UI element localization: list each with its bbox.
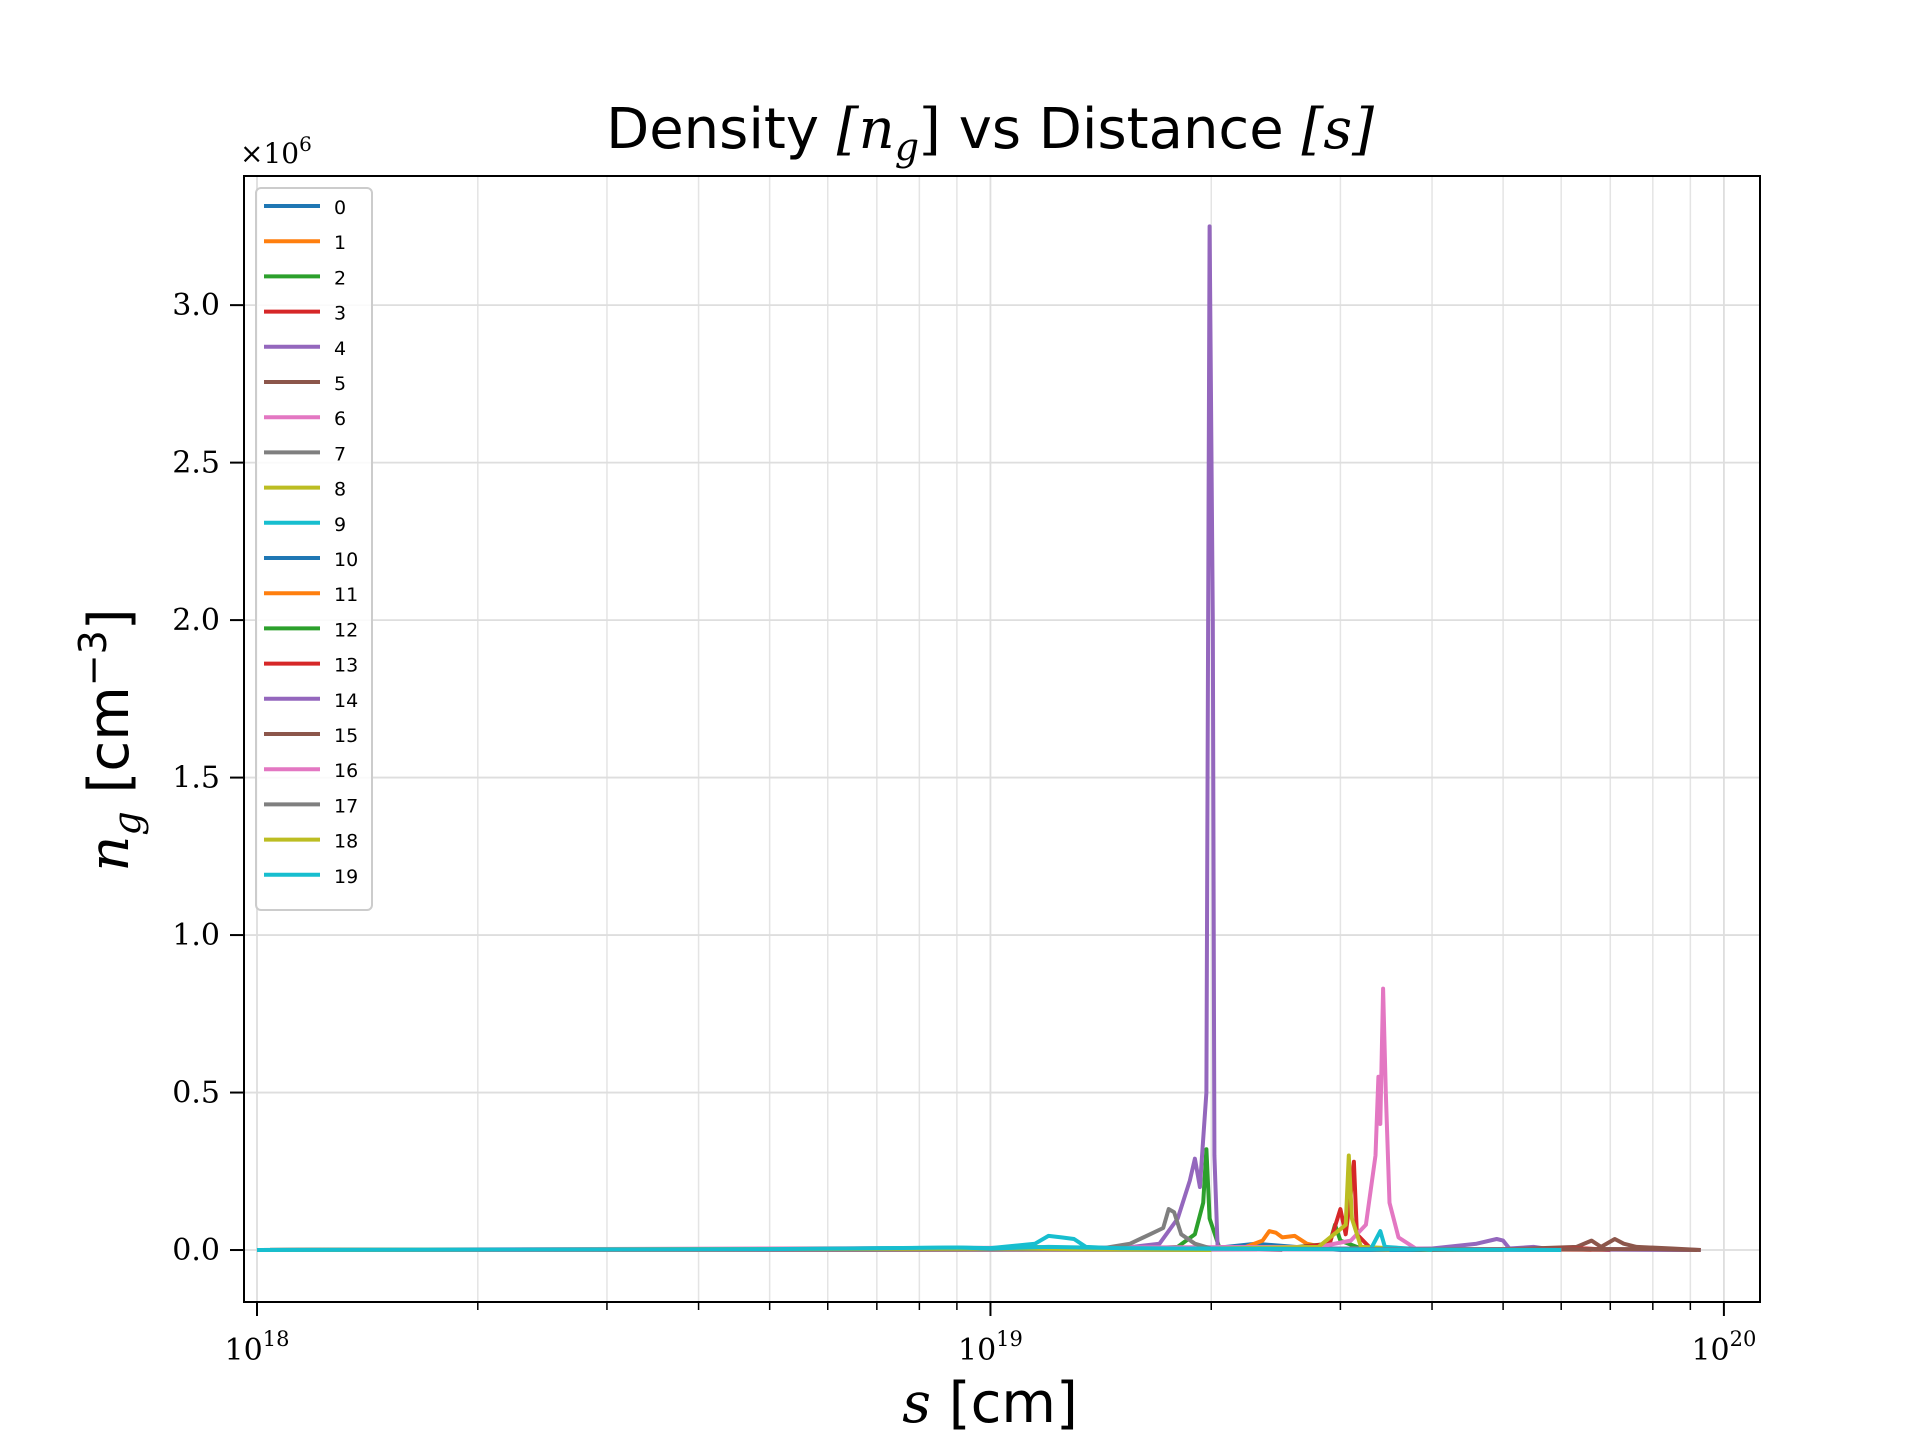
series-line-4 [256,224,1701,1252]
y-axis-label: ng [cm−3] [71,608,149,871]
legend-label-18: 18 [334,831,358,853]
legend-label-7: 7 [334,443,346,465]
legend-box [255,187,373,911]
legend-label-4: 4 [334,338,346,360]
legend-label-13: 13 [334,655,358,677]
legend-label-14: 14 [334,690,358,712]
plot-frame [243,175,1761,1303]
legend-label-17: 17 [334,795,358,817]
x-tick-label: 1020 [1691,1327,1756,1368]
legend-label-11: 11 [334,584,358,606]
legend-label-6: 6 [334,408,346,430]
chart-title: Density [ng] vs Distance [s] [606,97,1374,169]
series-line-7 [256,1207,1283,1252]
series-layer [256,224,1701,1252]
y-tick-label: 2.0 [172,603,220,638]
legend-label-19: 19 [334,866,358,888]
legend-label-3: 3 [334,303,346,325]
legend-label-1: 1 [334,232,346,254]
y-tick-label: 1.0 [172,918,220,953]
x-tick-label: 1019 [958,1327,1023,1368]
legend-label-16: 16 [334,760,358,782]
series-line-19 [256,1244,1562,1252]
legend-label-10: 10 [334,549,358,571]
legend-label-2: 2 [334,267,346,289]
y-tick-label: 3.0 [172,288,220,323]
x-tick-label: 1018 [225,1327,290,1368]
legend-label-12: 12 [334,619,358,641]
grid-layer [244,176,1760,1302]
y-tick-label: 0.0 [172,1233,220,1268]
series-line-8 [256,1153,1433,1252]
series-line-2 [256,1147,1433,1252]
y-tick-label: 0.5 [172,1076,220,1111]
legend-label-9: 9 [334,514,346,536]
legend-label-15: 15 [334,725,358,747]
legend-label-0: 0 [334,197,346,219]
y-offset-label: ×106 [240,132,312,170]
legend-label-5: 5 [334,373,346,395]
legend-label-8: 8 [334,479,346,501]
x-axis-label: s [cm] [902,1371,1078,1436]
y-tick-label: 2.5 [172,446,220,481]
y-tick-label: 1.5 [172,761,220,796]
series-line-6 [256,986,1470,1252]
